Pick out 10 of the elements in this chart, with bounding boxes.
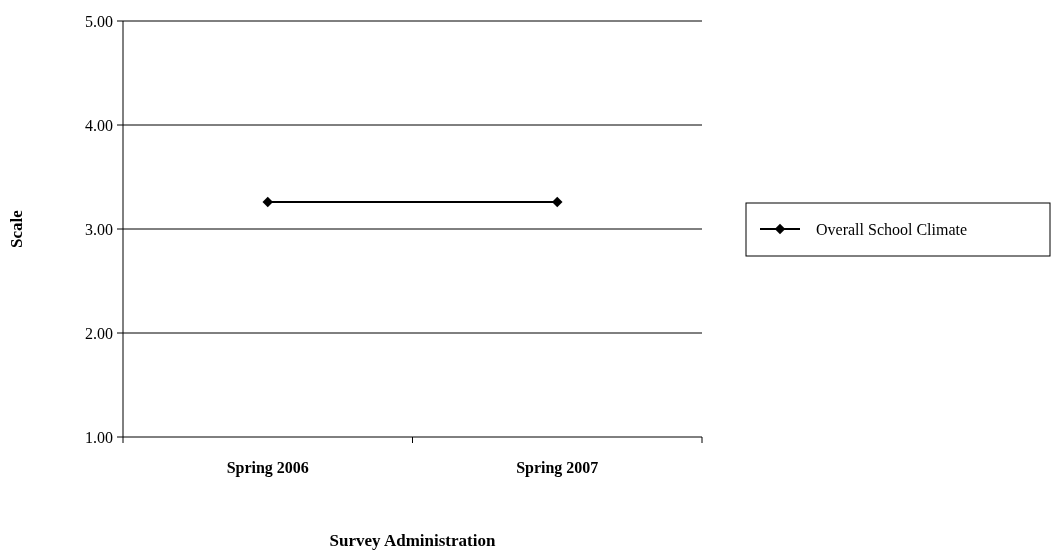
x-tick-label: Spring 2007 bbox=[516, 459, 599, 477]
y-tick-label: 1.00 bbox=[85, 428, 113, 446]
x-tick-label: Spring 2006 bbox=[226, 459, 309, 477]
y-tick-label: 3.00 bbox=[85, 220, 113, 238]
y-tick-label: 2.00 bbox=[85, 324, 113, 342]
y-tick-label: 5.00 bbox=[85, 12, 113, 30]
y-axis-title: Scale bbox=[7, 209, 26, 248]
y-tick-label: 4.00 bbox=[85, 116, 113, 134]
legend-label: Overall School Climate bbox=[816, 220, 968, 238]
x-axis-title: Survey Administration bbox=[329, 531, 496, 550]
